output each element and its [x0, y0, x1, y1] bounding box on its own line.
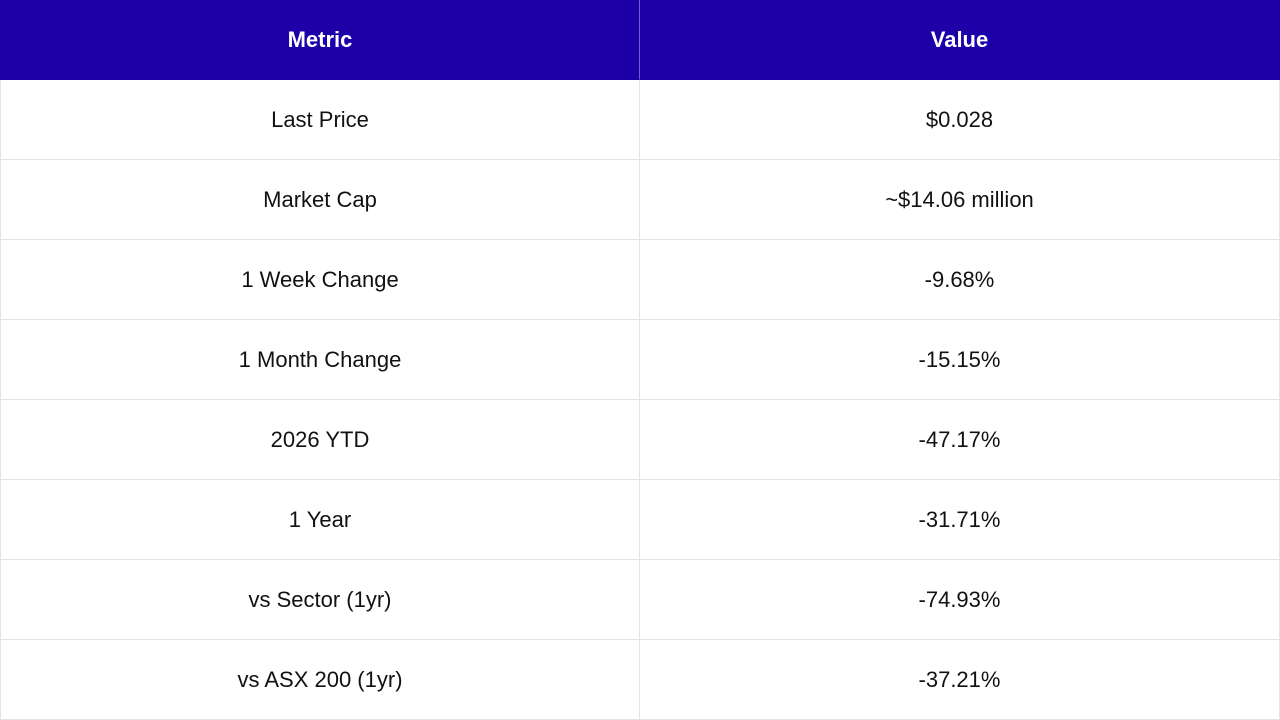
- row-2026-ytd-value: -47.17%: [640, 400, 1280, 480]
- row-vs-sector-value: -74.93%: [640, 560, 1280, 640]
- row-1-month-change-value: -15.15%: [640, 320, 1280, 400]
- row-vs-asx-200-value: -37.21%: [640, 640, 1280, 720]
- row-2026-ytd-metric: 2026 YTD: [0, 400, 640, 480]
- row-market-cap-metric: Market Cap: [0, 160, 640, 240]
- row-last-price-metric: Last Price: [0, 80, 640, 160]
- row-vs-asx-200-metric: vs ASX 200 (1yr): [0, 640, 640, 720]
- row-1-year-metric: 1 Year: [0, 480, 640, 560]
- row-1-week-change-value: -9.68%: [640, 240, 1280, 320]
- row-1-month-change-metric: 1 Month Change: [0, 320, 640, 400]
- row-market-cap-value: ~$14.06 million: [640, 160, 1280, 240]
- row-1-year-value: -31.71%: [640, 480, 1280, 560]
- row-1-week-change-metric: 1 Week Change: [0, 240, 640, 320]
- row-vs-sector-metric: vs Sector (1yr): [0, 560, 640, 640]
- header-value: Value: [640, 0, 1280, 80]
- row-last-price-value: $0.028: [640, 80, 1280, 160]
- header-metric: Metric: [0, 0, 640, 80]
